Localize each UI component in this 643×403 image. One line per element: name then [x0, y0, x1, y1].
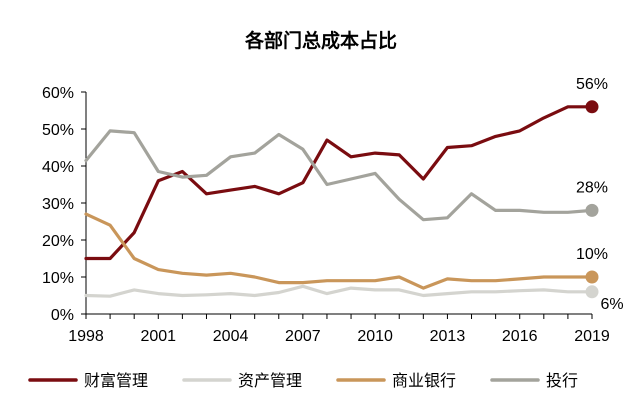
series-end-label: 28% — [576, 179, 608, 196]
y-axis: 0% 10% 20% 30% 40% 50% 60% — [42, 85, 87, 324]
x-tick-label: 2004 — [213, 328, 249, 345]
y-tick-label: 20% — [42, 233, 74, 250]
x-tick-label: 2013 — [430, 328, 466, 345]
x-tick-label: 1998 — [68, 328, 104, 345]
series-end-label: 6% — [600, 296, 623, 313]
legend: 财富管理 资产管理 商业银行 投行 — [28, 371, 578, 390]
x-tick-label: 2007 — [285, 328, 321, 345]
legend-label: 资产管理 — [238, 371, 302, 390]
x-tick-label: 2001 — [140, 328, 176, 345]
x-axis: 1998 2001 2004 2007 2010 2013 2016 2019 — [68, 313, 610, 345]
series-line — [84, 105, 594, 261]
series-line — [84, 284, 594, 298]
series-end-marker — [585, 285, 599, 299]
series-end-label: 10% — [576, 246, 608, 263]
chart-title: 各部门总成本占比 — [244, 29, 397, 52]
series-line — [84, 212, 594, 290]
series-end-marker — [585, 270, 599, 284]
y-tick-label: 30% — [42, 196, 74, 213]
series-end-label: 56% — [576, 76, 608, 93]
plot-area — [84, 100, 599, 299]
legend-label: 财富管理 — [84, 371, 148, 390]
x-tick-label: 2010 — [357, 328, 393, 345]
y-tick-label: 50% — [42, 122, 74, 139]
y-tick-label: 40% — [42, 159, 74, 176]
series-end-marker — [585, 203, 599, 217]
x-tick-label: 2016 — [502, 328, 538, 345]
series-line — [84, 129, 594, 222]
y-tick-label: 10% — [42, 270, 74, 287]
end-labels: 56% 6% 10% 28% — [576, 76, 624, 313]
series-end-marker — [585, 100, 599, 114]
y-tick-label: 0% — [51, 307, 74, 324]
y-tick-label: 60% — [42, 85, 74, 102]
legend-label: 商业银行 — [392, 371, 456, 390]
x-tick-label: 2019 — [574, 328, 610, 345]
legend-label: 投行 — [546, 371, 578, 390]
